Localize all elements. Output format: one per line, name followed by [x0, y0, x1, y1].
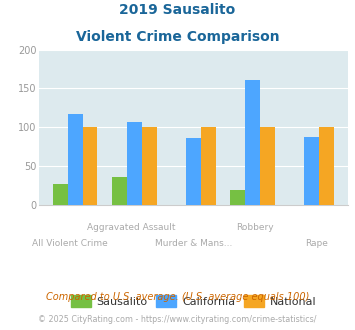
Legend: Sausalito, California, National: Sausalito, California, National — [66, 291, 321, 311]
Bar — [201, 127, 215, 205]
Text: Violent Crime Comparison: Violent Crime Comparison — [76, 30, 279, 44]
Text: © 2025 CityRating.com - https://www.cityrating.com/crime-statistics/: © 2025 CityRating.com - https://www.city… — [38, 315, 317, 324]
Bar — [112, 177, 127, 205]
Bar — [230, 190, 245, 205]
Bar — [186, 138, 201, 205]
Text: Aggravated Assault: Aggravated Assault — [87, 223, 176, 232]
Bar — [53, 184, 68, 205]
Bar — [260, 127, 275, 205]
Bar — [83, 127, 97, 205]
Text: Robbery: Robbery — [236, 223, 274, 232]
Bar — [142, 127, 157, 205]
Text: 2019 Sausalito: 2019 Sausalito — [119, 3, 236, 17]
Text: Compared to U.S. average. (U.S. average equals 100): Compared to U.S. average. (U.S. average … — [46, 292, 309, 302]
Bar — [319, 127, 334, 205]
Text: Rape: Rape — [306, 239, 328, 248]
Bar — [245, 80, 260, 205]
Bar — [127, 122, 142, 205]
Bar — [304, 137, 319, 205]
Text: All Violent Crime: All Violent Crime — [32, 239, 108, 248]
Text: Murder & Mans...: Murder & Mans... — [155, 239, 232, 248]
Bar — [68, 114, 83, 205]
